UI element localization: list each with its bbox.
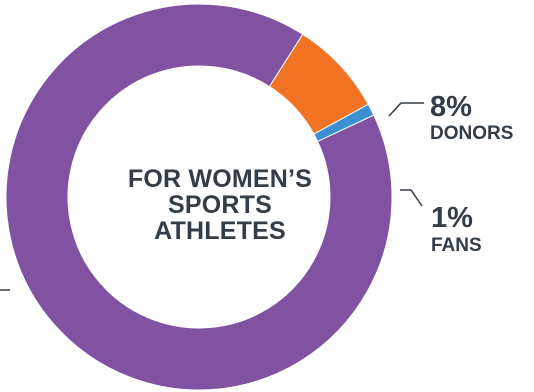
center-label: FOR WOMEN’S SPORTS ATHLETES (80, 166, 360, 244)
fans-value-label: 1% (431, 202, 473, 234)
center-label-line-2: SPORTS (168, 191, 272, 219)
center-label-line-3: ATHLETES (154, 217, 286, 245)
donors-leader-line (388, 102, 424, 117)
fans-name-label: FANS (431, 235, 482, 256)
center-label-line-1: FOR WOMEN’S (127, 165, 313, 193)
donors-name-label: DONORS (430, 123, 514, 144)
fans-leader-line (400, 189, 423, 207)
remaining-slice (5, 3, 393, 391)
donors-value-label: 8% (430, 91, 472, 123)
